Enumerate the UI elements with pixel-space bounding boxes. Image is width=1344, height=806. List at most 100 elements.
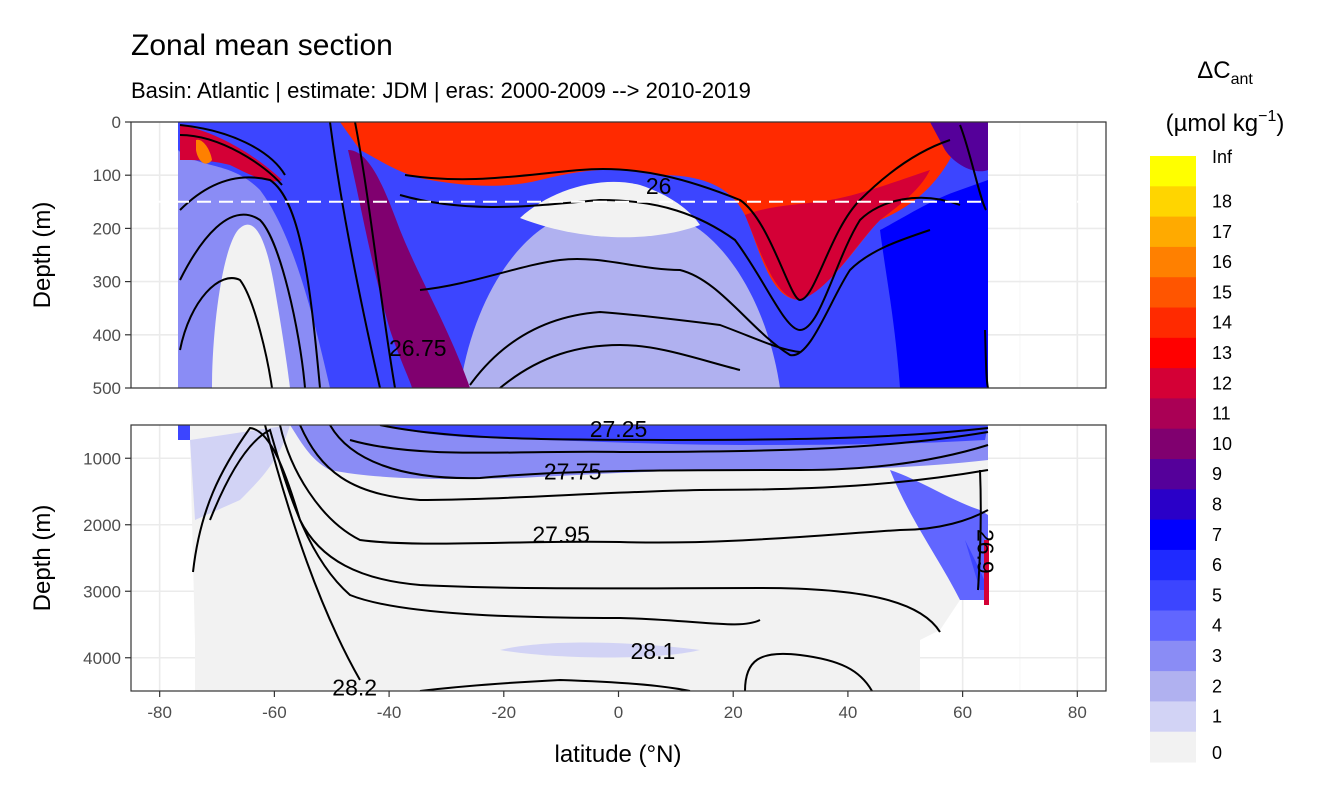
y-tick-label: 3000 xyxy=(83,582,121,601)
isopycnal-line xyxy=(404,139,951,302)
legend-swatch xyxy=(1150,398,1196,430)
x-tick-label: -60 xyxy=(262,703,287,722)
lower-field-light-patch xyxy=(190,425,290,520)
legend-swatch xyxy=(1150,701,1196,733)
x-axis-ticks: -80 -60 -40 -20 0 20 40 60 80 xyxy=(147,691,1087,722)
x-tick-label: -80 xyxy=(147,703,172,722)
x-tick-label: -20 xyxy=(492,703,517,722)
upper-panel-border xyxy=(130,121,1107,389)
legend-break-label: 6 xyxy=(1212,555,1222,575)
isopycnal-line xyxy=(179,277,273,388)
legend-break-label: 13 xyxy=(1212,343,1232,363)
legend-break-label: 4 xyxy=(1212,616,1222,636)
legend-swatch xyxy=(1150,731,1196,763)
legend-break-label: 18 xyxy=(1212,191,1232,211)
legend-swatch xyxy=(1150,246,1196,278)
isopycnal-line xyxy=(179,176,321,388)
legend-swatch xyxy=(1150,368,1196,399)
legend-swatch xyxy=(1150,580,1196,611)
legend-swatch xyxy=(1150,428,1196,460)
legend-break-label: 15 xyxy=(1212,282,1232,302)
x-tick-label: 0 xyxy=(614,703,623,722)
y-tick-label: 4000 xyxy=(83,649,121,668)
lower-field-south-edge xyxy=(178,425,190,440)
y-tick-label: 1000 xyxy=(83,449,121,468)
contour-label: 28.1 xyxy=(631,638,676,664)
isopycnal-line xyxy=(179,213,306,388)
legend-break-label: 10 xyxy=(1212,434,1232,454)
legend-swatch xyxy=(1150,549,1196,581)
x-tick-label: 20 xyxy=(724,703,743,722)
lower-field-base xyxy=(190,425,988,691)
legend-break-label: 3 xyxy=(1212,646,1222,666)
contour-label: 28.2 xyxy=(332,675,377,701)
y-tick-label: 100 xyxy=(93,166,121,185)
isopycnal-line xyxy=(469,310,801,386)
lower-isopycnals xyxy=(192,425,989,691)
contour-label: 27.95 xyxy=(532,522,590,548)
y-tick-label: 400 xyxy=(93,326,121,345)
lower-y-axis-title: Depth (m) xyxy=(29,505,56,612)
legend-title-delta: ΔCant xyxy=(1197,57,1253,88)
legend-swatch xyxy=(1150,307,1196,339)
legend-break-label: 11 xyxy=(1212,404,1231,424)
x-tick-label: -40 xyxy=(377,703,402,722)
x-tick-label: 40 xyxy=(838,703,857,722)
y-tick-label: 0 xyxy=(112,113,121,132)
legend-break-label: 9 xyxy=(1212,464,1222,484)
legend-break-label: 0 xyxy=(1212,743,1222,763)
isopycnal-line xyxy=(744,652,873,691)
lower-field-red-column xyxy=(984,540,989,605)
legend-swatch xyxy=(1150,459,1196,490)
legend-swatches xyxy=(1150,156,1196,763)
contour-label: 27.75 xyxy=(544,459,602,485)
y-tick-label: 2000 xyxy=(83,516,121,535)
lower-field-dark-band xyxy=(380,425,988,445)
lower-y-ticks: 1000 2000 3000 4000 xyxy=(83,449,131,668)
x-tick-label: 60 xyxy=(953,703,972,722)
legend-break-label: 14 xyxy=(1212,313,1232,333)
isopycnal-line xyxy=(354,122,396,388)
isopycnal-line xyxy=(264,425,361,681)
upper-isopycnals xyxy=(179,122,989,388)
legend-break-label: 12 xyxy=(1212,373,1232,393)
x-tick-label: 80 xyxy=(1068,703,1087,722)
upper-field-north-blue xyxy=(880,180,988,388)
legend-break-label: 17 xyxy=(1212,222,1232,242)
isopycnal-line xyxy=(179,134,283,186)
lower-panel: 1000 2000 3000 4000 -80 -60 -40 -20 0 20 40 60 80 xyxy=(83,424,1107,722)
legend-swatch xyxy=(1150,186,1196,218)
legend-break-label: 1 xyxy=(1212,707,1222,727)
contour-label: 26.9 xyxy=(973,529,999,574)
y-tick-label: 300 xyxy=(93,273,121,292)
isopycnal-line xyxy=(192,426,941,633)
legend-swatch xyxy=(1150,610,1196,642)
legend-swatch xyxy=(1150,489,1196,521)
isopycnal-line xyxy=(984,329,989,388)
legend-break-label: 5 xyxy=(1212,585,1222,605)
isopycnal-line xyxy=(379,425,989,442)
legend-break-label: 16 xyxy=(1212,252,1232,272)
contour-label: 27.25 xyxy=(590,416,648,442)
upper-field-south-orange-spot xyxy=(196,139,212,164)
legend-break-label: 2 xyxy=(1212,676,1222,696)
isopycnal-line xyxy=(279,425,989,545)
isopycnal-line xyxy=(299,425,989,502)
isopycnal-line xyxy=(419,229,931,357)
isopycnal-line xyxy=(959,124,987,211)
upper-panel: 0 100 200 300 400 500 xyxy=(93,113,1107,398)
lower-field-north-dark xyxy=(965,540,988,590)
legend-swatch xyxy=(1150,671,1196,702)
chart-subtitle: Basin: Atlantic | estimate: JDM | eras: … xyxy=(131,78,751,103)
isopycnal-line xyxy=(349,431,989,454)
isopycnal-line xyxy=(419,678,691,691)
contour-labels: 26 26.75 27.25 27.75 27.95 28.1 28.2 26.9 xyxy=(332,173,998,701)
upper-cant-field xyxy=(178,122,988,388)
isopycnal-line xyxy=(977,469,982,591)
upper-field-white-plume xyxy=(212,224,290,388)
lower-field-light-lens xyxy=(500,642,700,658)
legend-break-label: 8 xyxy=(1212,494,1222,514)
y-tick-label: 200 xyxy=(93,219,121,238)
legend-swatch xyxy=(1150,216,1196,248)
